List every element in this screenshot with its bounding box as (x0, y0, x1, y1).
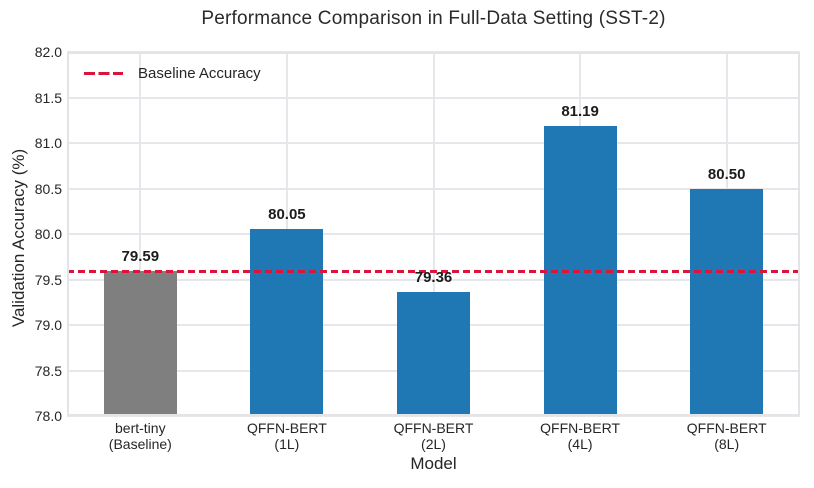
x-tick-label: QFFN-BERT (2L) (393, 420, 474, 452)
bar-value-label: 80.05 (268, 206, 306, 224)
bar (250, 229, 324, 416)
bar-value-label: 81.19 (561, 102, 599, 120)
bar (397, 292, 470, 416)
y-tick-label: 78.0 (34, 408, 62, 424)
x-tick-label: QFFN-BERT (4L) (540, 420, 621, 452)
y-tick-label: 80.0 (34, 226, 62, 242)
x-tick-label: QFFN-BERT (8L) (686, 420, 767, 452)
x-tick-label: bert-tiny (Baseline) (108, 420, 172, 452)
bar-value-label: 79.36 (414, 269, 453, 287)
bar (690, 188, 764, 416)
y-axis-ticks: 82.0 81.5 81.0 80.5 80.0 79.5 79.0 78.5 78.0 (0, 0, 62, 488)
x-axis-label: Model (410, 454, 457, 473)
bar (103, 271, 177, 416)
v-gridline (432, 52, 435, 416)
y-tick-label: 78.5 (34, 362, 62, 379)
bar-value-label: 80.50 (707, 165, 746, 183)
legend: Baseline Accuracy (84, 65, 261, 82)
baseline-dashed-line (67, 269, 800, 273)
h-gridline (67, 415, 800, 417)
dashed-line-icon (84, 72, 123, 75)
y-tick-label: 79.0 (34, 317, 62, 333)
y-tick-label: 81.5 (34, 89, 62, 106)
x-tick-label: QFFN-BERT (1L) (246, 420, 327, 452)
legend-label: Baseline Accuracy (138, 65, 261, 82)
bar-value-label: 79.59 (121, 248, 160, 266)
y-tick-label: 82.0 (34, 44, 62, 60)
y-tick-label: 79.5 (34, 271, 62, 288)
v-gridline (139, 52, 142, 416)
chart-title: Performance Comparison in Full-Data Sett… (201, 8, 666, 29)
plot-area: Baseline Accuracy 79.59 80.05 79.36 81.19 80… (67, 51, 800, 417)
y-tick-label: 80.5 (34, 180, 62, 197)
y-tick-label: 81.0 (34, 135, 62, 151)
